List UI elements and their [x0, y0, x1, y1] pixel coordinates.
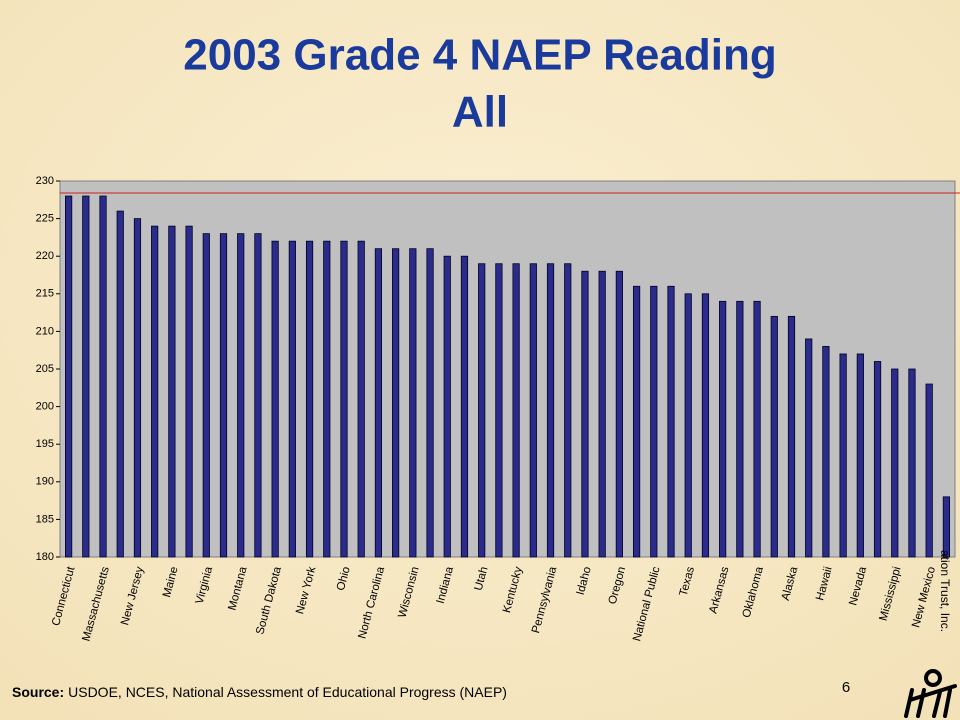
bar [82, 195, 90, 558]
bar [873, 361, 882, 558]
y-tick-label: 210 [36, 325, 54, 337]
bar [719, 300, 727, 558]
bar [288, 240, 296, 558]
bar [495, 263, 503, 558]
bar [305, 240, 314, 558]
chart-title: 2003 Grade 4 NAEP Reading [183, 31, 776, 80]
plot-area [59, 180, 956, 558]
chart-subtitle: All [452, 88, 508, 137]
y-tick-label: 230 [36, 175, 54, 187]
bar [271, 240, 279, 558]
y-tick-label: 215 [36, 288, 54, 300]
y-tick-label: 185 [36, 513, 54, 525]
side-note: ation Trust, Inc. [938, 550, 952, 632]
logo [904, 669, 957, 718]
bar [65, 195, 73, 558]
source-label: Source: [12, 684, 64, 700]
bar [185, 225, 193, 558]
y-tick-label: 225 [36, 213, 54, 225]
bar [374, 248, 383, 558]
source-note: Source: USDOE, NCES, National Assessment … [12, 684, 507, 700]
bar [615, 270, 623, 558]
bar [323, 240, 331, 558]
bar [942, 496, 950, 558]
bar [426, 248, 434, 558]
bar [219, 233, 228, 558]
bar [116, 210, 124, 558]
bar [581, 270, 589, 558]
y-tick-label: 195 [36, 438, 54, 450]
bar [564, 263, 572, 558]
bar [632, 285, 641, 558]
bar [460, 255, 469, 558]
bar [340, 240, 348, 558]
bar [805, 338, 813, 558]
bar [650, 285, 658, 558]
bar [598, 270, 606, 558]
y-tick-label: 190 [36, 476, 54, 488]
bar [546, 263, 555, 558]
bar [770, 315, 778, 558]
bar [736, 300, 744, 558]
bar [787, 315, 796, 558]
bar [168, 225, 176, 558]
bar [202, 233, 210, 558]
bar [99, 195, 107, 558]
page-number: 6 [842, 679, 850, 696]
bar [512, 263, 520, 558]
bar [237, 233, 245, 558]
bar [409, 248, 417, 558]
bar [908, 368, 916, 558]
bar [529, 263, 537, 558]
bar [839, 353, 847, 558]
bar [753, 300, 761, 558]
bar [254, 233, 262, 558]
bar [151, 225, 159, 558]
bar [667, 285, 675, 558]
bar [478, 263, 486, 558]
bar [392, 248, 400, 558]
bar [133, 218, 142, 558]
bar [357, 240, 365, 558]
y-tick-label: 220 [36, 250, 54, 262]
bar [891, 368, 899, 558]
bar [822, 346, 830, 558]
y-tick-label: 205 [36, 363, 54, 375]
bar [856, 353, 864, 558]
y-tick-label: 180 [36, 551, 54, 563]
source-text: USDOE, NCES, National Assessment of Educ… [68, 684, 507, 700]
bar [701, 293, 710, 558]
bar [443, 255, 451, 558]
bar [925, 383, 933, 558]
bar [684, 293, 692, 558]
y-tick-label: 200 [36, 401, 54, 413]
